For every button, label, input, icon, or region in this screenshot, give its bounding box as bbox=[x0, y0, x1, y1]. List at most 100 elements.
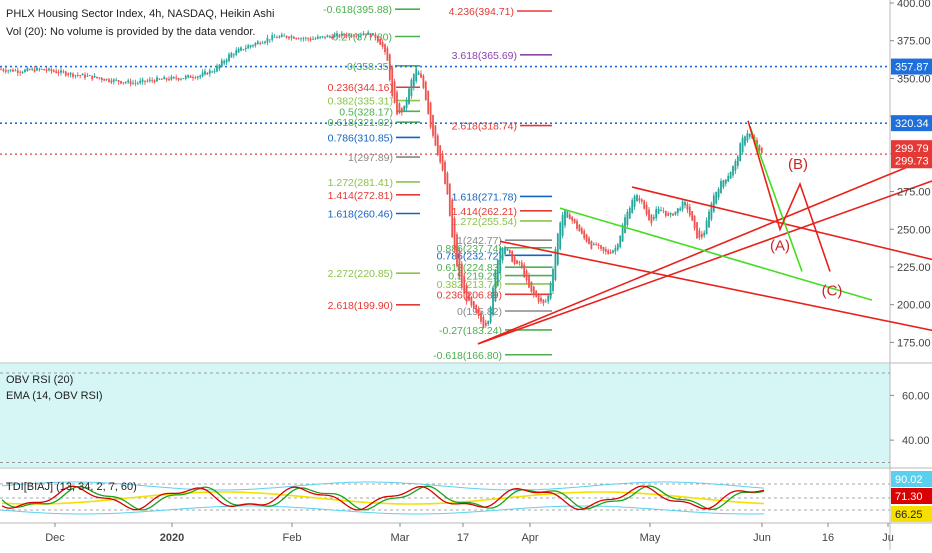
candle-body bbox=[93, 76, 96, 78]
x-tick-label: Mar bbox=[391, 532, 410, 544]
candle-body bbox=[295, 37, 298, 39]
candle-body bbox=[640, 199, 643, 202]
candle-body bbox=[542, 299, 545, 304]
candle-body bbox=[28, 69, 31, 71]
tdi-badge-label: 66.25 bbox=[895, 509, 923, 521]
y-tick-label: 400.00 bbox=[897, 0, 931, 10]
candle-body bbox=[439, 145, 442, 163]
candle-body bbox=[624, 217, 626, 234]
candle-body bbox=[292, 36, 295, 39]
candle-body bbox=[345, 35, 348, 37]
x-tick-label: Dec bbox=[45, 532, 65, 544]
candle-body bbox=[50, 69, 53, 72]
obv-panel-background bbox=[0, 364, 890, 467]
candle-body bbox=[528, 275, 530, 288]
candle-body bbox=[72, 73, 74, 77]
fib-level-label: 0.5(328.17) bbox=[339, 106, 393, 118]
candle-body bbox=[153, 80, 156, 83]
candle-body bbox=[355, 36, 358, 37]
candle-body bbox=[165, 78, 168, 80]
candle-body bbox=[372, 33, 374, 36]
y-tick-label: 250.00 bbox=[897, 224, 931, 236]
candle-body bbox=[520, 262, 523, 267]
candle-body bbox=[324, 36, 326, 38]
candle-body bbox=[432, 115, 434, 136]
candle-body bbox=[681, 201, 684, 210]
candle-body bbox=[636, 195, 638, 202]
candle-body bbox=[208, 70, 211, 74]
fib-level-label: 2.272(220.85) bbox=[328, 268, 393, 280]
candle-body bbox=[628, 208, 631, 219]
candle-body bbox=[196, 76, 199, 78]
candle-body bbox=[144, 80, 146, 82]
candle-body bbox=[674, 211, 677, 215]
y-tick-label: 275.00 bbox=[897, 187, 931, 199]
wave-label: (A) bbox=[770, 237, 790, 254]
candle-body bbox=[405, 99, 408, 109]
tdi-label: TDI[BIAJ] (13, 34, 2, 7, 60) bbox=[6, 481, 137, 493]
candle-body bbox=[530, 281, 533, 292]
candle-body bbox=[468, 293, 470, 301]
candle-body bbox=[506, 248, 509, 251]
candle-body bbox=[21, 72, 24, 73]
price-badge bbox=[891, 58, 932, 75]
candle-body bbox=[619, 235, 622, 247]
candle-body bbox=[249, 45, 252, 48]
candle-body bbox=[57, 72, 60, 74]
candle-body bbox=[218, 64, 221, 69]
obv-tick-label: 40.00 bbox=[902, 435, 930, 447]
candle-body bbox=[391, 67, 394, 96]
candle-body bbox=[400, 108, 403, 113]
candle-body bbox=[228, 54, 230, 61]
candle-body bbox=[552, 268, 554, 291]
candle-body bbox=[660, 209, 662, 212]
candle-body bbox=[326, 35, 329, 38]
candle-body bbox=[434, 125, 437, 146]
candle-body bbox=[576, 220, 578, 229]
candle-body bbox=[333, 34, 336, 38]
fib-level-label: 0.886(237.74) bbox=[437, 243, 502, 255]
candle-body bbox=[273, 37, 276, 38]
candle-body bbox=[422, 75, 425, 88]
candle-body bbox=[348, 34, 350, 36]
x-tick-label: Ju bbox=[882, 532, 894, 544]
candle-body bbox=[319, 36, 322, 38]
candle-body bbox=[278, 36, 281, 38]
candle-body bbox=[744, 136, 746, 146]
fib-level-label: 0.382(213.74) bbox=[437, 279, 502, 291]
tdi-badge-label: 90.02 bbox=[895, 474, 923, 486]
candle-body bbox=[417, 72, 420, 75]
candle-body bbox=[410, 79, 413, 97]
candle-body bbox=[607, 250, 610, 254]
candle-body bbox=[360, 34, 362, 36]
candle-body bbox=[722, 180, 725, 188]
candle-body bbox=[396, 92, 398, 115]
candle-body bbox=[288, 36, 290, 39]
candle-body bbox=[566, 211, 569, 218]
candle-body bbox=[686, 203, 689, 210]
candle-body bbox=[710, 203, 713, 220]
candle-body bbox=[516, 260, 518, 264]
candle-body bbox=[720, 180, 722, 194]
candle-body bbox=[201, 72, 204, 77]
price-badge-label: 299.79 bbox=[895, 143, 929, 155]
candle-body bbox=[252, 45, 254, 47]
candle-body bbox=[748, 133, 751, 137]
candle-body bbox=[386, 48, 389, 61]
candle-body bbox=[688, 206, 691, 216]
candle-body bbox=[156, 77, 158, 82]
candle-body bbox=[0, 69, 2, 71]
candle-body bbox=[559, 222, 562, 250]
candle-body bbox=[568, 214, 571, 220]
candle-body bbox=[427, 90, 430, 115]
candle-body bbox=[76, 75, 79, 76]
candle-body bbox=[448, 183, 451, 217]
candle-body bbox=[592, 243, 595, 245]
candle-body bbox=[40, 68, 43, 70]
x-tick-label: Apr bbox=[521, 532, 538, 544]
candle-body bbox=[484, 322, 487, 326]
candle-body bbox=[237, 48, 240, 53]
candle-body bbox=[91, 75, 94, 80]
candle-body bbox=[518, 262, 521, 264]
